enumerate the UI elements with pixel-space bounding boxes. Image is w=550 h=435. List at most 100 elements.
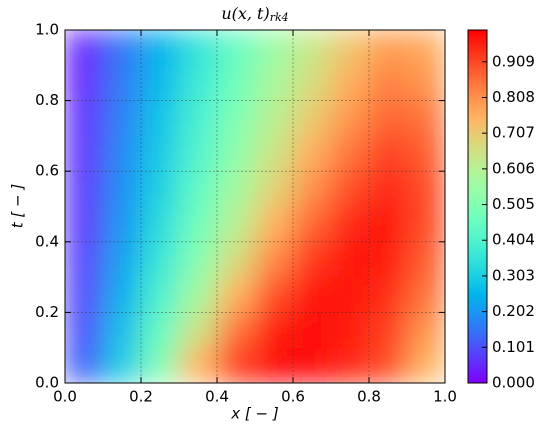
heatmap-cell [141,100,180,137]
heatmap-cell [103,30,142,66]
axes: 0.0 0.2 0.4 0.6 0.8 1.0 0.0 0.2 0.4 0.6 0.8 1.0 0.00… [35,21,535,406]
y-tick-label: 0.0 [35,374,59,392]
heatmap-cell [369,277,408,313]
heatmap-cell [331,135,370,172]
heatmap-cell [407,206,445,243]
heatmap-cell [331,347,370,383]
chart-title: u(x, t)rk4 [221,4,288,25]
heatmap-cell [369,241,408,278]
heatmap-cell [369,65,408,102]
heatmap-cell [217,100,256,137]
y-tick-label: 0.2 [35,303,59,321]
heatmap-cell [369,312,408,349]
heatmap-cell [103,347,142,383]
heatmap-cell [407,100,445,137]
heatmap-cell [293,347,332,383]
heatmap-cell [255,65,294,102]
y-tick-label: 0.4 [35,232,59,250]
heatmap-cell [179,30,218,66]
heatmap-cell [141,347,180,383]
heatmap-cell [217,347,256,383]
heatmap-cell [293,206,332,243]
heatmap-cell [103,65,142,102]
heatmap-cell [103,241,142,278]
colorbar-tick-label: 0.606 [492,159,535,177]
heatmap-cell [217,65,256,102]
heatmap-cell [331,206,370,243]
heatmap-cell [255,347,294,383]
title-subscript: rk4 [270,11,289,24]
heatmap-cell [141,135,180,172]
heatmap-cell [179,171,218,207]
heatmap-cell [65,65,104,102]
heatmap-cell [65,206,104,243]
heatmap-cell [293,171,332,207]
heatmap-cells [65,30,445,383]
heatmap-cell [65,312,104,349]
heatmap-cell [217,206,256,243]
heatmap-cell [369,100,408,137]
heatmap-cell [255,206,294,243]
heatmap-cell [255,277,294,313]
heatmap-cell [293,30,332,66]
y-tick-label: 0.8 [35,91,59,109]
heatmap-cell [369,30,408,66]
heatmap-cell [141,241,180,278]
heatmap-cell [65,277,104,313]
heatmap-cell [293,65,332,102]
heatmap-cell [407,312,445,349]
heatmap-cell [179,347,218,383]
heatmap-cell [293,135,332,172]
y-tick-label: 1.0 [35,21,59,39]
heatmap-cell [331,241,370,278]
heatmap-cell [103,277,142,313]
colorbar [467,29,488,384]
heatmap-cell [407,65,445,102]
heatmap-cell [103,135,142,172]
heatmap-cell [217,30,256,66]
colorbar-tick-label: 0.808 [492,88,535,106]
heatmap-cell [293,312,332,349]
heatmap-cell [331,100,370,137]
heatmap-cell [407,347,445,383]
heatmap-cell [293,277,332,313]
x-tick-label: 0.0 [53,388,77,406]
heatmap-cell [65,241,104,278]
colorbar-tick-label: 0.101 [492,338,535,356]
heatmap-cell [369,135,408,172]
heatmap-cell [331,171,370,207]
heatmap-cell [217,241,256,278]
plot-frame [64,29,446,384]
heatmap-cell [65,135,104,172]
heatmap-cell [179,277,218,313]
heatmap-cell [331,312,370,349]
heatmap-cell [141,206,180,243]
colorbar-tick-label: 0.404 [492,231,535,249]
heatmap-cell [407,277,445,313]
heatmap-cell [65,171,104,207]
heatmap-cell [293,100,332,137]
heatmap-cell [217,312,256,349]
heatmap-cell [331,30,370,66]
colorbar-tick-label: 0.909 [492,52,535,70]
heatmap-cell [103,206,142,243]
x-tick-label: 0.4 [205,388,229,406]
heatmap-cell [255,171,294,207]
heatmap-cell [255,30,294,66]
heatmap-cell [103,171,142,207]
heatmap-cell [179,206,218,243]
x-tick-label: 0.8 [357,388,381,406]
colorbar-tick-label: 0.505 [492,195,535,213]
x-tick-label: 0.2 [129,388,153,406]
heatmap-cell [103,312,142,349]
heatmap-cell [293,241,332,278]
heatmap-cell [217,277,256,313]
x-tick-label: 1.0 [433,388,457,406]
colorbar-tick-label: 0.000 [492,374,535,392]
heatmap-cell [369,171,408,207]
heatmap-cell [179,241,218,278]
heatmap-cell [179,312,218,349]
colorbar-tick-label: 0.202 [492,302,535,320]
heatmap-cell [141,65,180,102]
